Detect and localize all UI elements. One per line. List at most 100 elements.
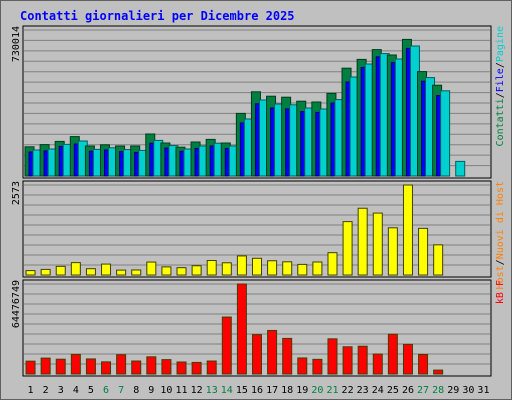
bar-host-day-24 bbox=[372, 212, 383, 276]
bar-host-day-15 bbox=[236, 255, 247, 276]
bar-kb-f-day-10 bbox=[161, 359, 172, 375]
x-tick-label-day-2: 2 bbox=[43, 385, 49, 396]
x-tick-label-day-1: 1 bbox=[28, 385, 34, 396]
bar-kb-f-day-13 bbox=[206, 360, 217, 375]
bar-kb-f-day-5 bbox=[85, 358, 96, 375]
bar-pagine-day-29 bbox=[455, 160, 466, 177]
bar-pagine-day-28 bbox=[440, 90, 451, 177]
x-tick-label-day-23: 23 bbox=[357, 385, 369, 396]
bar-kb-f-day-26 bbox=[402, 343, 413, 375]
x-tick-label-day-16: 16 bbox=[251, 385, 263, 396]
x-tick-label-day-12: 12 bbox=[191, 385, 203, 396]
bar-kb-f-day-8 bbox=[131, 360, 142, 375]
x-tick-label-day-31: 31 bbox=[477, 385, 489, 396]
legend-entry: Host bbox=[495, 265, 506, 289]
panel-kbytes-legend: kB F bbox=[495, 280, 506, 304]
panel-visits-ymax-label: 2573 bbox=[11, 181, 22, 205]
legend-entry: Pagine bbox=[495, 26, 506, 62]
x-tick-label-day-30: 30 bbox=[462, 385, 474, 396]
bar-host-day-20 bbox=[312, 261, 323, 276]
bar-kb-f-day-27 bbox=[418, 353, 429, 375]
bar-host-day-17 bbox=[267, 260, 278, 276]
bar-host-day-18 bbox=[282, 261, 293, 276]
bar-host-day-13 bbox=[206, 260, 217, 276]
bar-host-day-28 bbox=[433, 244, 444, 276]
x-tick-label-day-19: 19 bbox=[296, 385, 308, 396]
x-tick-label-day-29: 29 bbox=[447, 385, 459, 396]
bar-host-day-8 bbox=[131, 269, 142, 276]
bar-kb-f-day-12 bbox=[191, 361, 202, 375]
x-tick-label-day-28: 28 bbox=[432, 385, 444, 396]
bar-kb-f-day-19 bbox=[297, 357, 308, 375]
bar-kb-f-day-28 bbox=[433, 369, 444, 375]
x-tick-label-day-10: 10 bbox=[160, 385, 172, 396]
bar-host-day-6 bbox=[101, 263, 112, 276]
bar-kb-f-day-2 bbox=[40, 357, 51, 375]
bar-kb-f-day-3 bbox=[55, 358, 66, 375]
x-tick-label-day-6: 6 bbox=[103, 385, 109, 396]
bar-host-day-26 bbox=[402, 184, 413, 276]
bar-kb-f-day-17 bbox=[267, 329, 278, 375]
bar-host-day-1 bbox=[25, 270, 36, 276]
x-tick-label-day-26: 26 bbox=[402, 385, 414, 396]
x-tick-label-day-5: 5 bbox=[88, 385, 94, 396]
panel-visits: 2573 Host/Nuovi di Host bbox=[11, 180, 506, 289]
bar-host-day-3 bbox=[55, 265, 66, 276]
bar-host-day-22 bbox=[342, 221, 353, 276]
x-tick-label-day-8: 8 bbox=[133, 385, 139, 396]
bar-host-day-7 bbox=[116, 269, 127, 276]
legend-entry: / bbox=[495, 259, 506, 265]
legend-entry: / bbox=[495, 62, 506, 68]
bar-host-day-10 bbox=[161, 266, 172, 276]
x-tick-label-day-18: 18 bbox=[281, 385, 293, 396]
bar-kb-f-day-20 bbox=[312, 358, 323, 375]
bar-host-day-16 bbox=[252, 257, 262, 276]
panel-hits-ymax-label: 730014 bbox=[11, 26, 22, 62]
x-tick-label-day-27: 27 bbox=[417, 385, 429, 396]
bar-host-day-11 bbox=[176, 267, 187, 276]
panel-visits-legend: Host/Nuovi di Host bbox=[495, 181, 506, 289]
bar-kb-f-day-16 bbox=[252, 334, 262, 375]
legend-entry: Contatti bbox=[495, 98, 506, 146]
panel-kbytes-ymax-label: 64476749 bbox=[11, 280, 22, 328]
x-tick-label-day-7: 7 bbox=[118, 385, 124, 396]
x-tick-label-day-20: 20 bbox=[311, 385, 323, 396]
bar-kb-f-day-6 bbox=[101, 361, 112, 375]
panel-kbytes: 64476749 kB F bbox=[11, 279, 506, 377]
x-tick-label-day-17: 17 bbox=[266, 385, 278, 396]
bar-kb-f-day-23 bbox=[357, 345, 368, 375]
x-tick-label-day-24: 24 bbox=[372, 385, 384, 396]
x-tick-label-day-3: 3 bbox=[58, 385, 64, 396]
bar-host-day-12 bbox=[191, 265, 202, 276]
bar-host-day-4 bbox=[70, 262, 81, 276]
bar-host-day-9 bbox=[146, 261, 157, 276]
bar-host-day-19 bbox=[297, 263, 308, 276]
bar-kb-f-day-11 bbox=[176, 361, 187, 375]
bar-host-day-23 bbox=[357, 207, 368, 276]
panel-hits-legend: Contatti/File/Pagine bbox=[495, 26, 506, 146]
legend-entry: Nuovi di Host bbox=[495, 181, 506, 259]
legend-entry: / bbox=[495, 92, 506, 98]
bar-kb-f-day-1 bbox=[25, 360, 36, 375]
bar-kb-f-day-21 bbox=[327, 338, 338, 375]
bar-kb-f-day-22 bbox=[342, 346, 353, 375]
bar-host-day-25 bbox=[387, 227, 398, 276]
bar-kb-f-day-4 bbox=[70, 353, 81, 375]
x-tick-label-day-25: 25 bbox=[387, 385, 399, 396]
x-tick-label-day-4: 4 bbox=[73, 385, 79, 396]
legend-entry: File bbox=[495, 68, 506, 92]
bar-host-day-27 bbox=[418, 227, 429, 276]
bar-host-day-14 bbox=[221, 262, 232, 276]
bar-host-day-5 bbox=[85, 268, 96, 276]
x-tick-label-day-15: 15 bbox=[236, 385, 248, 396]
x-tick-label-day-22: 22 bbox=[342, 385, 354, 396]
bar-kb-f-day-7 bbox=[116, 354, 127, 375]
x-tick-label-day-9: 9 bbox=[148, 385, 154, 396]
bar-kb-f-day-18 bbox=[282, 337, 293, 375]
x-tick-label-day-21: 21 bbox=[326, 385, 338, 396]
bar-host-day-2 bbox=[40, 268, 51, 276]
bar-kb-f-day-14 bbox=[221, 316, 232, 375]
